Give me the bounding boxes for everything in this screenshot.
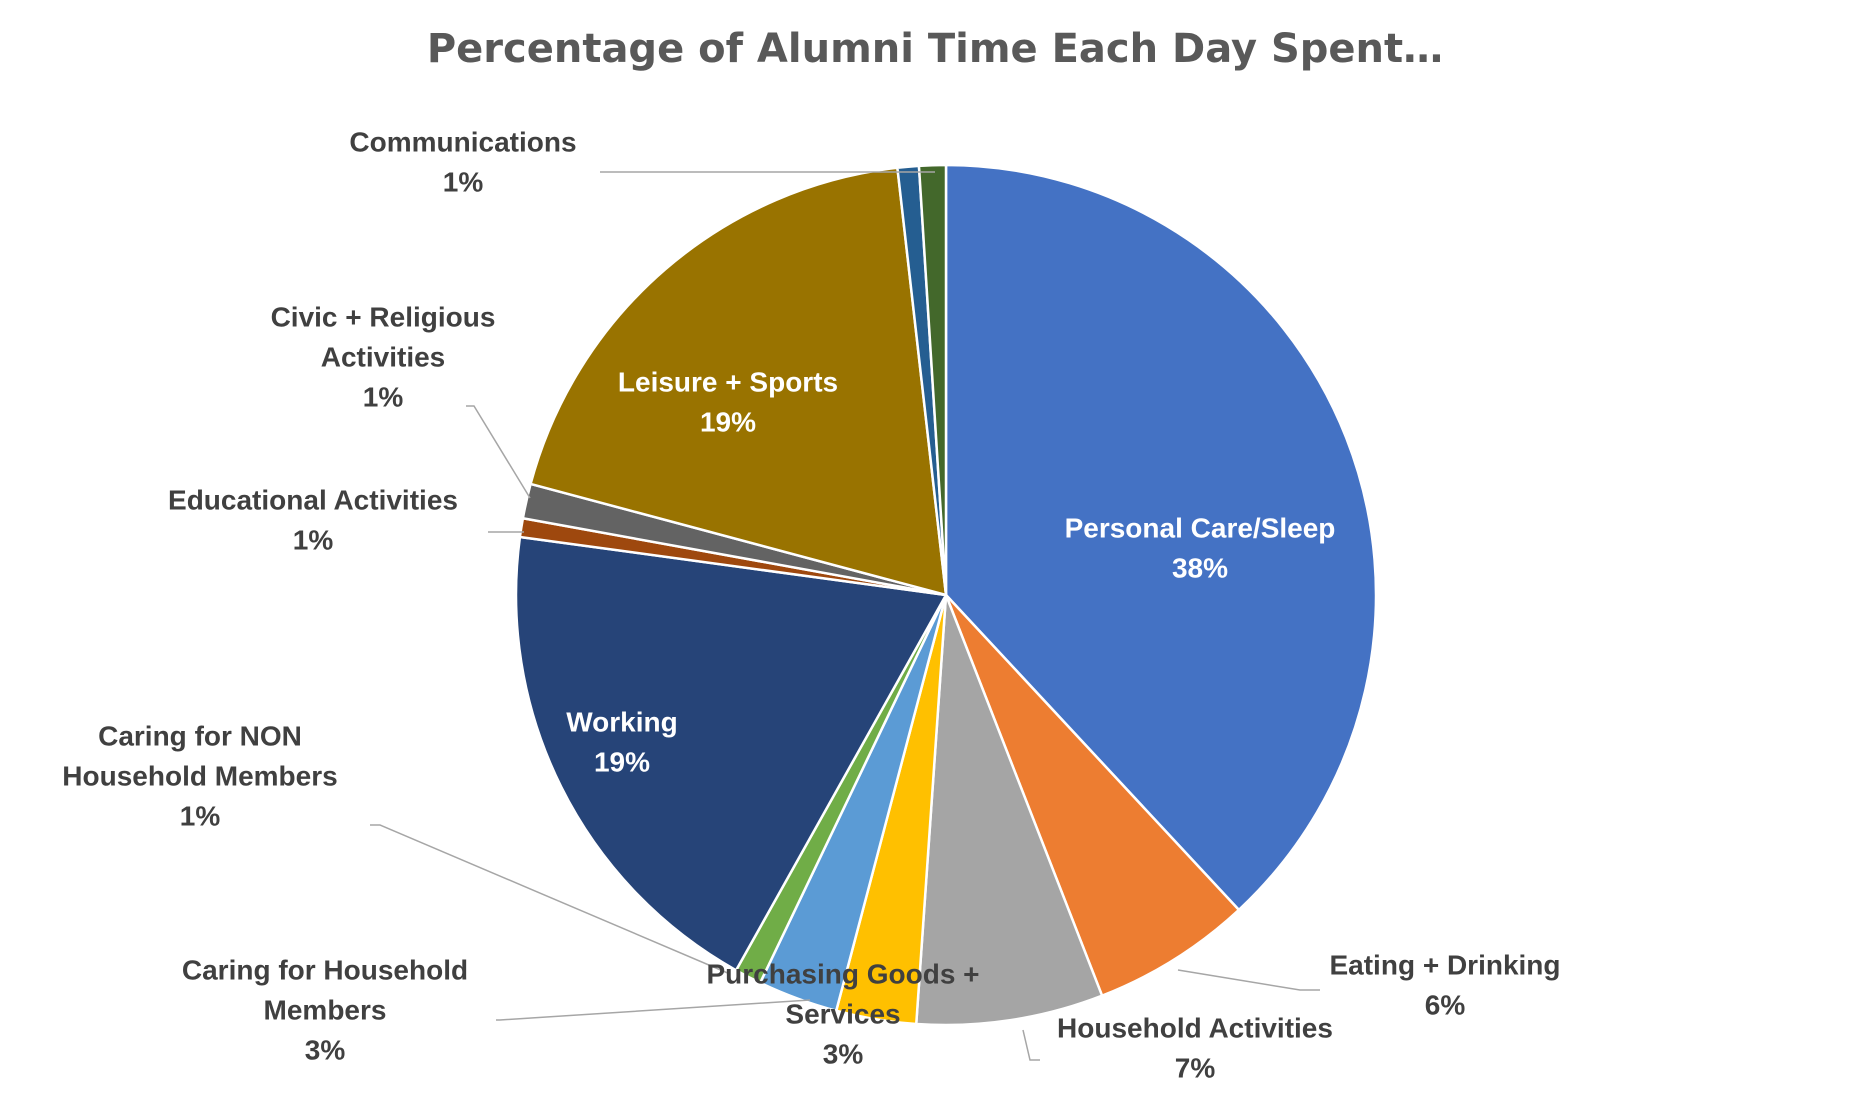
slice-label-household-activities: Household Activities 7% (1057, 1012, 1333, 1083)
leader-line-civic-religious-activities (466, 405, 531, 499)
slice-value-label: 1% (293, 524, 334, 555)
slice-category-label: Civic + Religious (271, 301, 496, 332)
slice-category-label: Household Members (62, 760, 337, 791)
slice-category-label: Household Activities (1057, 1012, 1333, 1043)
slice-value-label: 3% (823, 1038, 864, 1069)
pie-slice-working (514, 535, 948, 972)
slice-value-label: 7% (1175, 1052, 1216, 1083)
slice-value-label: 38% (1172, 552, 1228, 583)
slice-label-caring-for-non-household-members: Caring for NON Household Members 1% (62, 720, 337, 831)
slice-category-label: Activities (321, 341, 446, 372)
pie-slice-communications (917, 163, 948, 597)
leader-line-eating-drinking (1177, 969, 1320, 991)
pie-slice-eating-drinking (944, 593, 1241, 997)
slice-category-label: Services (785, 998, 900, 1029)
slice-label-working: Working 19% (566, 706, 677, 777)
slice-category-label: Working (566, 706, 677, 737)
slice-labels: Personal Care/Sleep 38% Eating + Drinking 6… (62, 126, 1560, 1083)
slice-value-label: 19% (594, 746, 650, 777)
pie-slice-personal-care-sleep (944, 163, 1378, 912)
slice-value-label: 3% (305, 1034, 346, 1065)
slice-label-leisure-sports: Leisure + Sports 19% (618, 366, 838, 437)
leader-line-caring-for-non-household-members (370, 824, 731, 975)
pie-slices (514, 163, 1378, 1027)
leader-line-caring-for-household-members (496, 999, 811, 1021)
leader-line-household-activities (1022, 1029, 1040, 1061)
slice-label-purchasing-goods-services: Purchasing Goods + Services 3% (706, 958, 979, 1069)
slice-category-label: Eating + Drinking (1329, 949, 1560, 980)
slice-label-communications: Communications 1% (349, 126, 576, 197)
slice-value-label: 1% (443, 166, 484, 197)
slice-category-label: Leisure + Sports (618, 366, 838, 397)
slice-category-label: Personal Care/Sleep (1065, 512, 1336, 543)
slice-category-label: Purchasing Goods + (706, 958, 979, 989)
slice-label-personal-care-sleep: Personal Care/Sleep 38% (1065, 512, 1336, 583)
pie-slice-leisure-sports (529, 166, 948, 597)
slice-category-label: Members (264, 994, 387, 1025)
slice-value-label: 1% (180, 800, 221, 831)
leader-lines (370, 171, 1320, 1061)
pie-slice-household-activities (914, 593, 1104, 1027)
slice-category-label: Communications (349, 126, 576, 157)
slice-label-eating-drinking: Eating + Drinking 6% (1329, 949, 1560, 1020)
slice-category-label: Educational Activities (168, 484, 458, 515)
chart-title: Percentage of Alumni Time Each Day Spent… (427, 26, 1443, 72)
slice-label-caring-for-household-members: Caring for Household Members 3% (182, 954, 468, 1065)
slice-value-label: 1% (363, 381, 404, 412)
slice-value-label: 6% (1425, 989, 1466, 1020)
slice-category-label: Caring for Household (182, 954, 468, 985)
slice-label-educational-activities: Educational Activities 1% (168, 484, 458, 555)
slice-label-civic-religious-activities: Civic + Religious Activities 1% (271, 301, 496, 412)
slice-value-label: 19% (700, 406, 756, 437)
slice-category-label: Caring for NON (98, 720, 302, 751)
